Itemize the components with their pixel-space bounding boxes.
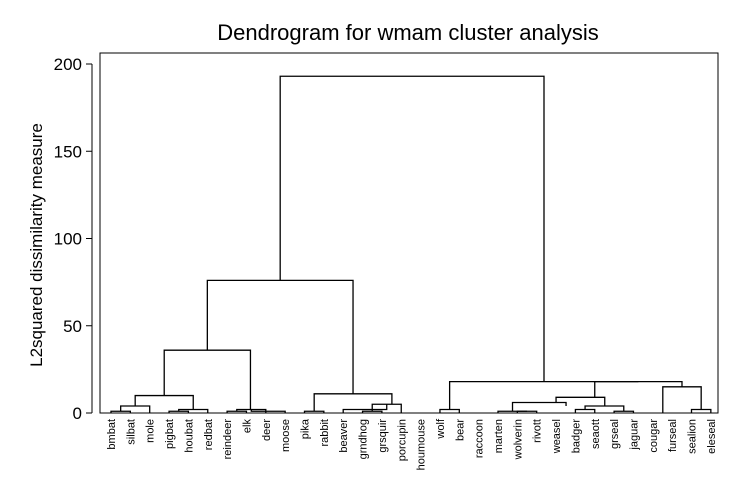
- leaf-label: eleseal: [706, 419, 718, 454]
- leaf-label: cougar: [648, 419, 660, 453]
- dendrogram-link: [555, 396, 606, 407]
- leaf-label: wolverin: [512, 419, 524, 460]
- leaf-label: elk: [241, 419, 253, 434]
- leaf-label: porcupin: [396, 419, 408, 461]
- dendrogram-link: [342, 404, 388, 413]
- leaf-label: reindeer: [222, 419, 234, 460]
- leaf-label: moose: [280, 419, 292, 452]
- y-axis: 0 50 100 150 200: [54, 55, 93, 423]
- leaf-label: houmouse: [416, 419, 428, 470]
- leaf-label: houbat: [183, 419, 195, 453]
- dendrogram-link: [448, 380, 639, 410]
- dendrogram-link: [690, 408, 712, 413]
- leaf-label: pigbat: [164, 419, 176, 449]
- dendrogram-link: [594, 380, 683, 398]
- dendrogram-link: [163, 349, 252, 410]
- dendrogram-root-link: [279, 75, 545, 382]
- chart-title: Dendrogram for wmam cluster analysis: [217, 20, 598, 45]
- leaf-label: wolf: [435, 418, 447, 440]
- leaf-label: jaguar: [628, 419, 640, 451]
- dendrogram-link: [206, 279, 354, 394]
- leaf-labels: bmbat silbat mole pigbat houbat redbat reindee…: [106, 418, 718, 470]
- dendrogram-links: [110, 75, 712, 413]
- leaf-label: silbat: [125, 419, 137, 445]
- y-tick-label: 200: [54, 55, 82, 74]
- dendrogram-link: [511, 401, 567, 412]
- leaf-label: sealion: [687, 419, 699, 454]
- dendrogram-link: [120, 405, 151, 413]
- leaf-label: bmbat: [106, 419, 118, 450]
- leaf-label: deer: [261, 419, 273, 441]
- leaf-label: beaver: [338, 419, 350, 453]
- dendrogram-link: [313, 393, 393, 412]
- leaf-label: grndhog: [358, 419, 370, 459]
- leaf-label: badger: [570, 419, 582, 454]
- leaf-label: rivott: [532, 419, 544, 443]
- leaf-label: grseal: [609, 419, 621, 449]
- leaf-label: rabbit: [319, 419, 331, 447]
- leaf-label: seaott: [590, 419, 602, 449]
- dendrogram-link: [439, 408, 460, 413]
- plot-frame: [99, 52, 719, 414]
- dendrogram-link: [584, 405, 625, 412]
- y-tick-label: 0: [73, 404, 82, 423]
- y-axis-label: L2squared dissimilarity measure: [27, 123, 46, 367]
- leaf-label: pika: [300, 418, 312, 439]
- leaf-label: weasel: [551, 419, 563, 454]
- leaf-label: furseal: [667, 419, 679, 452]
- leaf-label: redbat: [203, 419, 215, 450]
- dendrogram-link: [574, 408, 596, 413]
- y-tick-label: 150: [54, 142, 82, 161]
- leaf-label: grsquir: [377, 419, 389, 453]
- leaf-label: bear: [454, 419, 466, 441]
- y-tick-label: 50: [63, 317, 82, 336]
- y-tick-label: 100: [54, 230, 82, 249]
- leaf-label: raccoon: [474, 419, 486, 458]
- dendrogram-link: [134, 394, 194, 410]
- dendrogram-link: [250, 409, 286, 413]
- leaf-label: marten: [493, 419, 505, 453]
- leaf-label: mole: [145, 419, 157, 443]
- dendrogram-link: [497, 410, 528, 413]
